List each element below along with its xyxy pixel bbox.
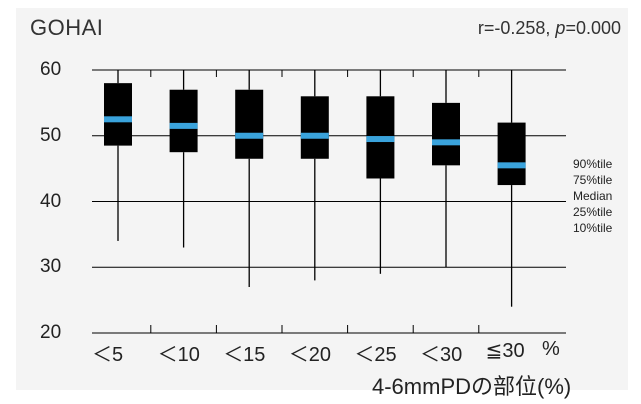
median-4 xyxy=(300,132,329,139)
x-tick-label: ＜10 xyxy=(157,344,200,366)
x-tick-label: ＜15 xyxy=(223,344,266,366)
stat-p-value: =0.000 xyxy=(565,18,621,38)
box-4 xyxy=(300,96,329,159)
median-7 xyxy=(497,162,526,169)
x-unit-label: % xyxy=(542,338,560,360)
median-3 xyxy=(235,132,264,139)
correlation-stat: r=-0.258, p=0.000 xyxy=(478,18,621,39)
median-1 xyxy=(104,116,132,123)
x-axis-title: 4-6mmPDの部位(%) xyxy=(372,374,572,399)
x-tick-label: ≦30 xyxy=(485,340,525,362)
box-2 xyxy=(169,89,198,153)
legend-item: Median xyxy=(573,189,613,203)
chart-title: GOHAI xyxy=(30,15,104,40)
median-2 xyxy=(169,122,198,129)
x-tick-label: ＜20 xyxy=(288,344,332,366)
y-tick-label: 20 xyxy=(40,322,62,343)
box-3 xyxy=(235,89,264,159)
box-1 xyxy=(104,83,132,146)
median-5 xyxy=(366,136,395,143)
legend-item: 10%tile xyxy=(573,221,613,235)
stat-r: r=-0.258, xyxy=(477,18,556,38)
y-tick-label: 60 xyxy=(40,59,62,80)
x-tick-label: ＜25 xyxy=(354,344,397,366)
median-6 xyxy=(432,139,460,146)
legend-item: 90%tile xyxy=(573,157,613,171)
legend-item: 75%tile xyxy=(573,173,613,187)
y-tick-label: 50 xyxy=(40,124,62,146)
legend-item: 25%tile xyxy=(573,205,613,219)
box-7 xyxy=(497,122,526,186)
y-tick-label: 40 xyxy=(40,190,62,212)
stat-p-label: p xyxy=(555,18,566,38)
x-tick-label: ＜5 xyxy=(92,344,124,366)
x-tick-label: ＜30 xyxy=(420,344,463,366)
y-tick-label: 30 xyxy=(40,256,62,278)
box-6 xyxy=(432,102,460,166)
